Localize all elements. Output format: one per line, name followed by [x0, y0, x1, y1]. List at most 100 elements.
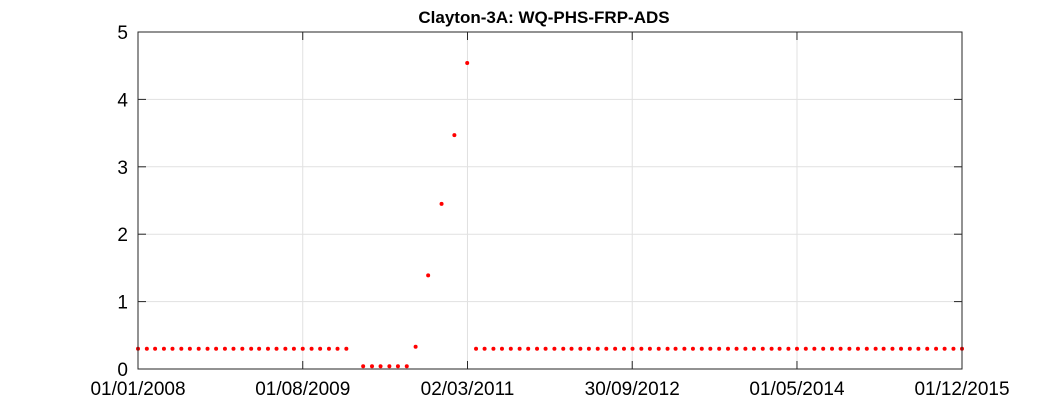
data-point [838, 346, 843, 351]
data-point [482, 346, 487, 351]
data-point [335, 346, 340, 351]
data-point [934, 346, 939, 351]
data-point [249, 346, 254, 351]
data-point [222, 346, 227, 351]
data-point [187, 346, 192, 351]
data-point [240, 346, 245, 351]
data-point [552, 346, 557, 351]
data-point [170, 346, 175, 351]
data-point [426, 273, 431, 278]
axis-tick-labels: 0 1 2 3 4 5 01/01/2008 01/08/2009 02/03/2011 30/0… [90, 23, 1009, 400]
data-point [318, 346, 323, 351]
data-point [873, 346, 878, 351]
data-point [725, 346, 730, 351]
y-tick-label: 4 [117, 90, 128, 111]
data-point [543, 346, 548, 351]
data-point [291, 346, 296, 351]
data-point [881, 346, 886, 351]
data-point [925, 346, 930, 351]
data-point [387, 364, 392, 369]
x-tick-label: 02/03/2011 [421, 379, 515, 400]
data-point [569, 346, 574, 351]
data-point [265, 346, 270, 351]
data-point [769, 346, 774, 351]
data-point [499, 346, 504, 351]
x-tick-label: 01/01/2008 [90, 379, 185, 400]
x-tick-label: 01/08/2009 [255, 379, 350, 400]
data-point [179, 346, 184, 351]
data-point [777, 346, 782, 351]
data-point [404, 364, 409, 369]
data-point [439, 201, 444, 206]
data-point [699, 346, 704, 351]
x-tick-label: 01/05/2014 [749, 379, 845, 400]
data-point [526, 346, 531, 351]
data-point [144, 346, 149, 351]
data-point [630, 346, 635, 351]
data-point [508, 346, 513, 351]
data-point [413, 344, 418, 349]
data-point [682, 346, 687, 351]
chart-title: Clayton-3A: WQ-PHS-FRP-ADS [418, 8, 669, 27]
y-tick-label: 1 [117, 293, 128, 314]
data-point [535, 346, 540, 351]
data-point [708, 346, 713, 351]
data-point [283, 346, 288, 351]
y-tick-label: 3 [117, 158, 128, 179]
data-point [517, 346, 522, 351]
data-point [231, 346, 236, 351]
data-point [309, 346, 314, 351]
data-point [743, 346, 748, 351]
data-point [153, 346, 158, 351]
data-point [786, 346, 791, 351]
data-point [794, 346, 799, 351]
data-point [717, 346, 722, 351]
y-tick-label: 5 [117, 23, 128, 44]
y-tick-label: 2 [117, 225, 128, 246]
data-point [344, 346, 349, 351]
data-point [378, 364, 383, 369]
data-point [751, 346, 756, 351]
data-point [916, 346, 921, 351]
data-point [656, 346, 661, 351]
x-tick-label: 01/12/2015 [914, 379, 1009, 400]
data-point [812, 346, 817, 351]
data-point [665, 346, 670, 351]
data-points [136, 61, 964, 369]
data-point [830, 346, 835, 351]
data-point [803, 346, 808, 351]
data-point [890, 346, 895, 351]
data-point [864, 346, 869, 351]
data-point [942, 346, 947, 351]
data-point [370, 364, 375, 369]
data-point [899, 346, 904, 351]
data-point [205, 346, 210, 351]
data-point [760, 346, 765, 351]
data-point [561, 346, 566, 351]
data-point [673, 346, 678, 351]
data-point [595, 346, 600, 351]
data-point [734, 346, 739, 351]
data-point [821, 346, 826, 351]
x-tick-label: 30/09/2012 [585, 379, 680, 400]
data-point [639, 346, 644, 351]
data-point [474, 346, 479, 351]
plot-area-border [137, 31, 963, 370]
grid-lines [138, 32, 962, 369]
data-point [196, 346, 201, 351]
data-point [300, 346, 305, 351]
data-point [907, 346, 912, 351]
data-point [214, 346, 219, 351]
data-point [621, 346, 626, 351]
data-point [161, 346, 166, 351]
data-point [613, 346, 618, 351]
axis-ticks [137, 31, 963, 370]
data-point [465, 61, 470, 66]
data-point [257, 346, 262, 351]
data-point [951, 346, 956, 351]
data-point [578, 346, 583, 351]
data-point [361, 364, 366, 369]
data-point [274, 346, 279, 351]
data-point [647, 346, 652, 351]
